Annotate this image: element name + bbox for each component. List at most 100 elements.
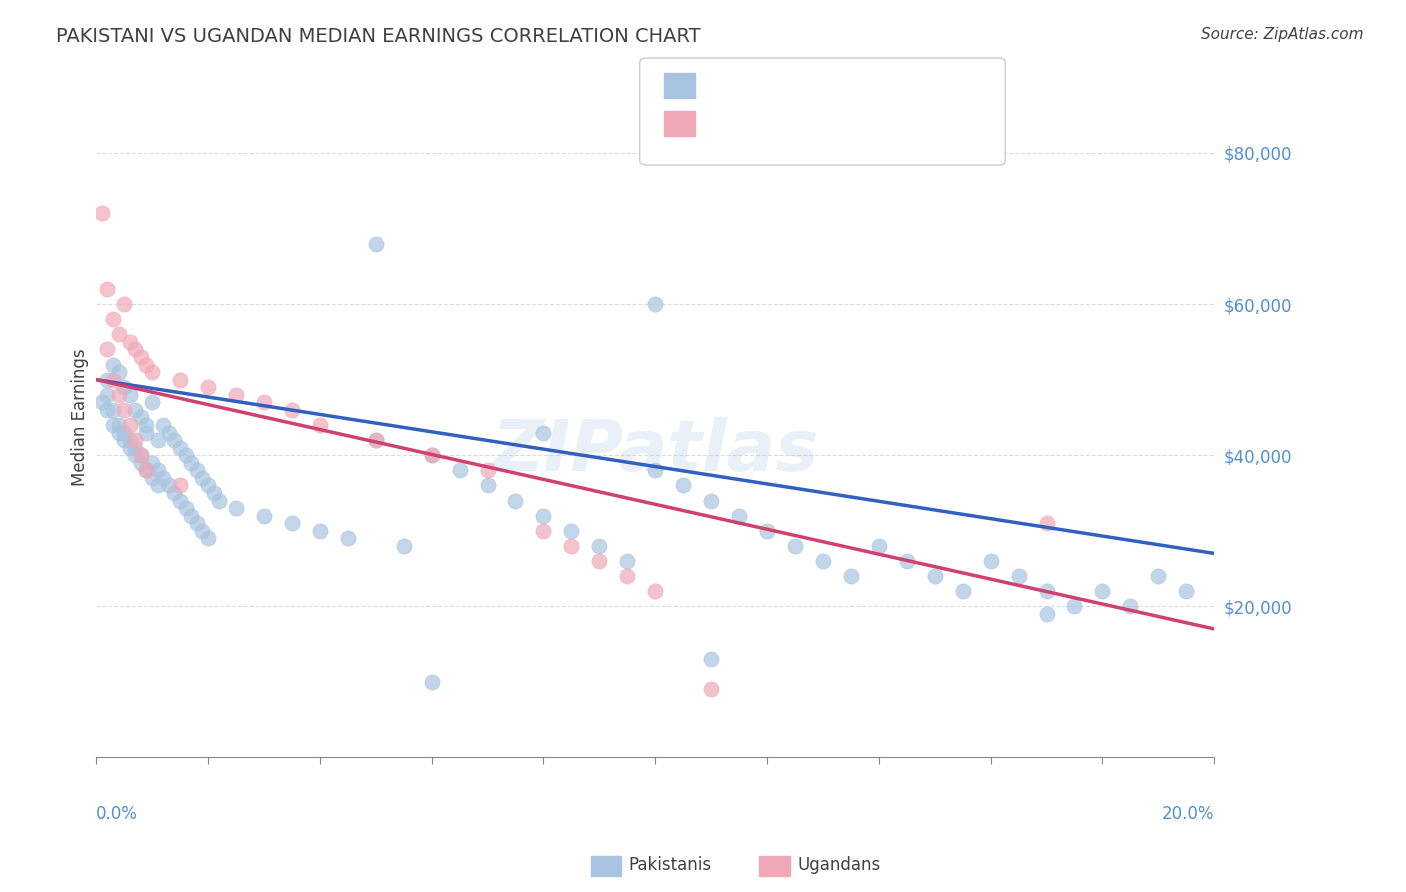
Point xyxy=(197,380,219,394)
Text: R =: R = xyxy=(703,118,740,136)
Point xyxy=(174,501,197,516)
Point xyxy=(107,417,129,432)
Point xyxy=(202,486,225,500)
Point xyxy=(163,433,186,447)
Point xyxy=(163,486,186,500)
Point xyxy=(174,448,197,462)
Point xyxy=(1147,569,1170,583)
Point xyxy=(101,417,124,432)
Point xyxy=(644,584,666,599)
Point xyxy=(1035,584,1057,599)
Point xyxy=(364,433,387,447)
Point xyxy=(129,448,152,462)
Point xyxy=(420,448,443,462)
Point xyxy=(90,206,112,220)
Point xyxy=(505,493,527,508)
Point xyxy=(588,554,610,568)
Point xyxy=(96,343,118,357)
Point xyxy=(101,358,124,372)
Point xyxy=(253,395,276,409)
Text: R =: R = xyxy=(703,80,740,98)
Point xyxy=(129,410,152,425)
Point xyxy=(124,448,146,462)
Point xyxy=(169,373,191,387)
Point xyxy=(112,402,135,417)
Point xyxy=(896,554,918,568)
Point xyxy=(169,478,191,492)
Point xyxy=(118,441,141,455)
Point xyxy=(531,425,554,440)
Point xyxy=(135,463,157,477)
Text: -0.376: -0.376 xyxy=(734,80,793,98)
Point xyxy=(146,478,169,492)
Point xyxy=(157,478,180,492)
Point xyxy=(107,425,129,440)
Point xyxy=(308,524,330,538)
Point xyxy=(531,508,554,523)
Point xyxy=(101,373,124,387)
Point xyxy=(1063,599,1085,614)
Point xyxy=(135,463,157,477)
Point xyxy=(839,569,862,583)
Point xyxy=(208,493,231,508)
Point xyxy=(169,441,191,455)
Point xyxy=(141,395,163,409)
Point xyxy=(101,402,124,417)
Point xyxy=(141,365,163,379)
Point xyxy=(129,350,152,364)
Point xyxy=(700,652,723,666)
Point xyxy=(135,425,157,440)
Point xyxy=(420,448,443,462)
Point xyxy=(197,478,219,492)
Point xyxy=(135,417,157,432)
Point xyxy=(225,388,247,402)
Point xyxy=(152,417,174,432)
Text: N =: N = xyxy=(794,118,831,136)
Point xyxy=(186,463,208,477)
Point xyxy=(756,524,779,538)
Point xyxy=(364,433,387,447)
Point xyxy=(124,402,146,417)
Point xyxy=(118,334,141,349)
Point xyxy=(107,388,129,402)
Point xyxy=(253,508,276,523)
Point xyxy=(868,539,890,553)
Point xyxy=(392,539,415,553)
Point xyxy=(107,365,129,379)
Point xyxy=(281,516,304,531)
Point xyxy=(616,554,638,568)
Point xyxy=(112,425,135,440)
Point xyxy=(146,433,169,447)
Point xyxy=(96,373,118,387)
Y-axis label: Median Earnings: Median Earnings xyxy=(72,349,89,486)
Point xyxy=(129,456,152,470)
Point xyxy=(672,478,695,492)
Point xyxy=(477,478,499,492)
Point xyxy=(129,448,152,462)
Point xyxy=(449,463,471,477)
Point xyxy=(124,433,146,447)
Point xyxy=(477,463,499,477)
Point xyxy=(1175,584,1198,599)
Point xyxy=(112,297,135,311)
Point xyxy=(1091,584,1114,599)
Point xyxy=(180,508,202,523)
Point xyxy=(186,516,208,531)
Point xyxy=(197,531,219,545)
Point xyxy=(420,674,443,689)
Point xyxy=(124,343,146,357)
Point xyxy=(644,297,666,311)
Point xyxy=(616,569,638,583)
Point xyxy=(169,493,191,508)
Point xyxy=(531,524,554,538)
Point xyxy=(118,433,141,447)
Point xyxy=(191,471,214,485)
Point xyxy=(112,380,135,394)
Point xyxy=(811,554,834,568)
Point xyxy=(152,471,174,485)
Text: PAKISTANI VS UGANDAN MEDIAN EARNINGS CORRELATION CHART: PAKISTANI VS UGANDAN MEDIAN EARNINGS COR… xyxy=(56,27,700,45)
Point xyxy=(157,425,180,440)
Point xyxy=(225,501,247,516)
Point xyxy=(96,388,118,402)
Point xyxy=(96,282,118,296)
